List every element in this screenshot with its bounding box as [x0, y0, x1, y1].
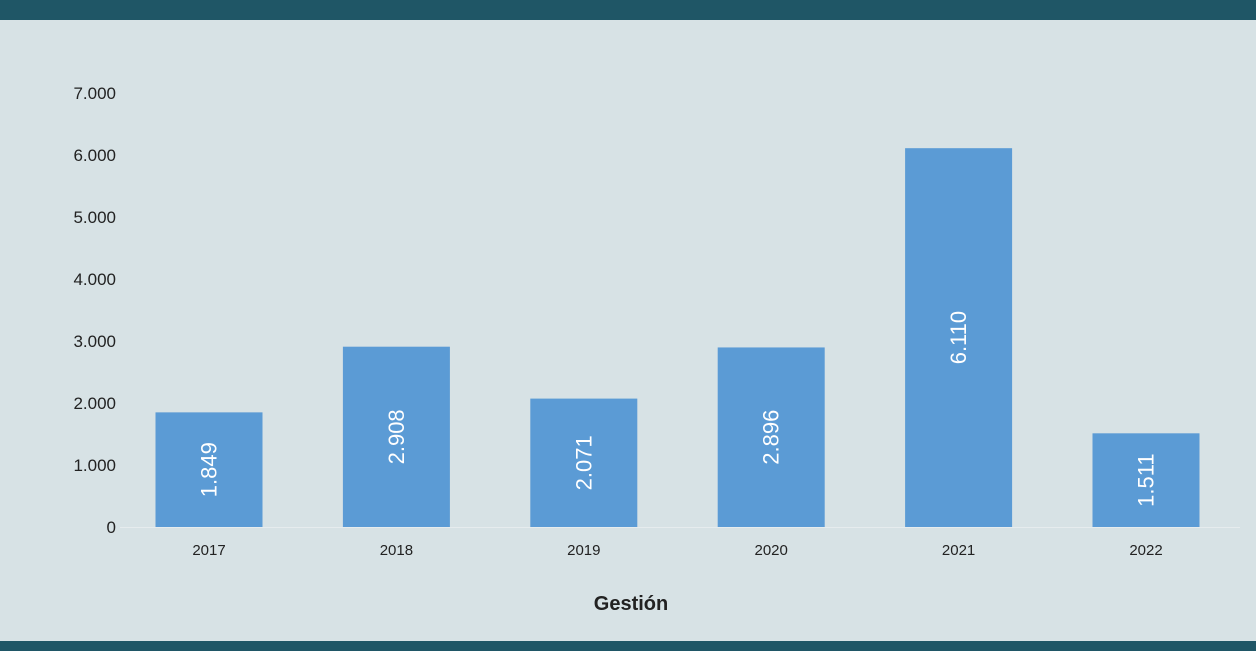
bar-value-label: 2.908 — [384, 409, 409, 464]
y-tick-label: 3.000 — [73, 332, 116, 351]
x-tick-label: 2018 — [380, 542, 413, 559]
y-tick-label: 0 — [107, 518, 116, 537]
bar-2019 — [530, 398, 638, 527]
bar-2022 — [1092, 433, 1200, 527]
x-axis-title: Gestión — [594, 593, 668, 615]
y-tick-label: 1.000 — [73, 456, 116, 475]
bar-value-label: 1.511 — [1134, 453, 1159, 506]
bar-value-label: 1.849 — [197, 442, 222, 497]
bar-value-label: 2.896 — [759, 410, 784, 465]
top-band — [0, 0, 1256, 20]
y-tick-label: 7.000 — [73, 84, 116, 103]
x-tick-label: 2021 — [942, 542, 975, 559]
x-tick-label: 2022 — [1129, 542, 1162, 559]
x-tick-label: 2020 — [755, 542, 788, 559]
bar-2021 — [905, 148, 1013, 527]
y-axis-ticks: 0 1.000 2.000 3.000 4.000 5.000 6.000 7.000 — [73, 84, 116, 537]
bars: 1.849 2.908 2.071 2.896 6.110 1.511 — [155, 148, 1200, 527]
y-tick-label: 5.000 — [73, 208, 116, 227]
y-tick-label: 4.000 — [73, 270, 116, 289]
bar-2018 — [342, 346, 450, 527]
bottom-band — [0, 641, 1256, 651]
x-axis-ticks: 2017 2018 2019 2020 2021 2022 — [192, 542, 1162, 559]
bar-value-label: 6.110 — [946, 311, 971, 364]
bar-2017 — [155, 412, 263, 527]
bar-2020 — [717, 347, 825, 527]
bar-value-label: 2.071 — [571, 435, 596, 490]
y-tick-label: 6.000 — [73, 146, 116, 165]
x-tick-label: 2019 — [567, 542, 600, 559]
x-tick-label: 2017 — [192, 542, 225, 559]
y-tick-label: 2.000 — [73, 394, 116, 413]
